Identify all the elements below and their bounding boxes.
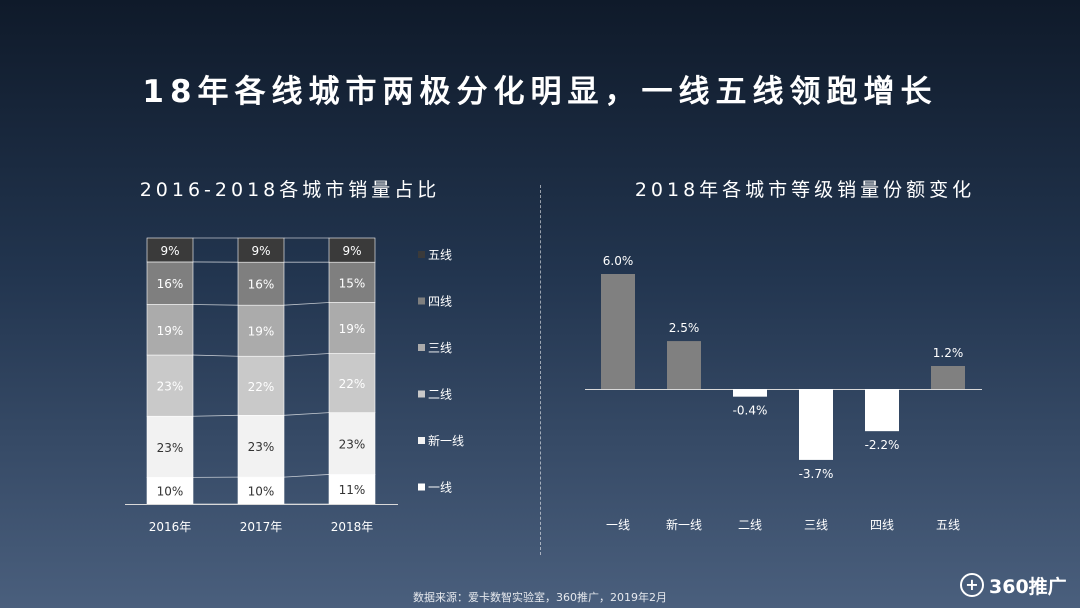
stacked-bar-segment (328, 353, 376, 413)
stacked-bar-segment (146, 261, 194, 305)
legend-swatch (418, 251, 425, 258)
brand-logo: + 360推广 (960, 570, 1067, 600)
x-tick-label: 三线 (804, 518, 828, 532)
stacked-bar-segment (237, 304, 285, 357)
segment-label: 22% (248, 380, 275, 394)
bar-value-label: -3.7% (799, 467, 834, 481)
stacked-bar-segment (237, 476, 285, 505)
change-bar (865, 389, 899, 432)
series-connector-line (283, 302, 330, 306)
segment-label: 23% (157, 441, 184, 455)
data-source-note: 数据来源：爱卡数智实验室，360推广，2019年2月 (413, 591, 667, 604)
legend-swatch (418, 297, 425, 305)
x-tick-label: 2018年 (331, 520, 374, 534)
x-tick-label: 五线 (936, 518, 960, 532)
series-connector-line (192, 304, 239, 306)
stacked-bar-segment (328, 474, 376, 505)
stacked-bar-segment (146, 354, 194, 417)
segment-label: 19% (248, 325, 275, 339)
segment-label: 23% (248, 440, 275, 454)
segment-label: 16% (248, 278, 275, 292)
stacked-bar-segment (146, 237, 194, 263)
legend-swatch (418, 344, 425, 351)
change-bar (601, 274, 635, 389)
segment-label: 23% (157, 380, 184, 394)
stacked-bar-segment (146, 415, 194, 478)
series-connector-line (283, 353, 330, 357)
segment-label: 9% (160, 244, 179, 258)
bar-value-label: 1.2% (933, 346, 964, 360)
segment-label: 11% (339, 483, 366, 497)
x-tick-label: 四线 (870, 518, 894, 532)
segment-label: 15% (339, 276, 366, 290)
logo-text: 360推广 (989, 575, 1067, 598)
stacked-bar-segment (146, 477, 194, 505)
logo-plus-icon: + (960, 573, 984, 597)
legend-label: 五线 (428, 248, 452, 262)
segment-label: 19% (339, 322, 366, 336)
legend-label: 新一线 (428, 433, 464, 448)
change-bar (667, 341, 701, 389)
x-tick-label: 新一线 (666, 517, 702, 532)
x-tick-label: 2016年 (149, 520, 192, 534)
segment-label: 19% (157, 324, 184, 338)
segment-label: 9% (251, 244, 270, 258)
stacked-bar-segment (237, 415, 285, 478)
segment-label: 22% (339, 377, 366, 391)
x-tick-label: 一线 (606, 518, 630, 532)
x-tick-label: 2017年 (240, 520, 283, 534)
segment-label: 10% (248, 485, 275, 499)
stacked-bar-segment (328, 302, 376, 354)
stacked-bar-segment (328, 261, 376, 303)
legend-swatch (418, 483, 425, 491)
chart-divider (540, 185, 541, 555)
stacked-bar-segment (237, 261, 285, 306)
bar-value-label: 2.5% (669, 321, 700, 335)
x-tick-label: 二线 (738, 518, 762, 532)
series-connector-line (283, 474, 330, 478)
stacked-bar-segment (237, 355, 285, 416)
change-bar (799, 389, 833, 460)
legend-label: 四线 (428, 295, 452, 309)
change-bar (733, 389, 767, 397)
stacked-bar-segment (237, 237, 285, 263)
legend-label: 一线 (428, 481, 452, 495)
series-connector-line (283, 412, 330, 416)
legend-swatch (418, 390, 425, 398)
stacked-bar-segment (146, 304, 194, 356)
right-chart-title: 2018年各城市等级销量份额变化 (634, 179, 976, 201)
bar-value-label: 6.0% (603, 254, 634, 268)
legend-label: 三线 (428, 341, 452, 355)
segment-label: 9% (342, 244, 361, 258)
change-bar (931, 366, 965, 389)
legend-swatch (418, 437, 425, 444)
left-chart-title: 2016-2018各城市销量占比 (139, 179, 441, 201)
bar-value-label: -0.4% (733, 404, 768, 418)
bar-value-label: -2.2% (865, 438, 900, 452)
segment-label: 16% (157, 277, 184, 291)
series-connector-line (192, 414, 239, 417)
segment-label: 23% (339, 438, 366, 452)
page-title: 18年各线城市两极分化明显，一线五线领跑增长 (142, 74, 938, 110)
legend-label: 二线 (428, 388, 452, 402)
stacked-bar-segment (328, 237, 376, 263)
stacked-bar-segment (328, 412, 376, 475)
segment-label: 10% (157, 485, 184, 499)
series-connector-line (192, 354, 239, 357)
